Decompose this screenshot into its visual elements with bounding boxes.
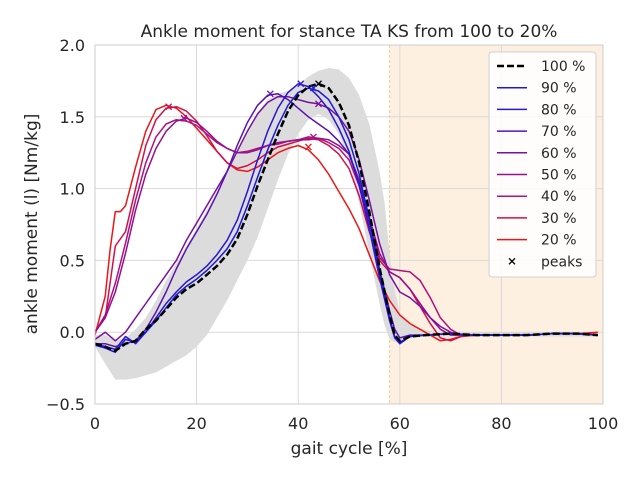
legend: 100 % 90 % 80 % 70 % 60 % 50 % 40 % 30 % 20 % pea… [488, 51, 597, 278]
legend-label: 30 % [541, 211, 577, 227]
legend-label: 90 % [541, 81, 577, 97]
series-line-60 [94, 95, 598, 342]
y-tick-label: 0.5 [60, 251, 85, 270]
plot-frame [94, 44, 604, 405]
legend-label: peaks [541, 254, 582, 270]
series-line-50 [94, 117, 598, 336]
y-tick-label: 0.0 [60, 323, 85, 342]
legend-label: 60 % [541, 146, 577, 162]
peak-marker-20 [304, 143, 312, 151]
legend-label: 50 % [541, 168, 577, 184]
series-line-40 [94, 118, 598, 336]
legend-label: 40 % [541, 189, 577, 205]
legend-label: 20 % [541, 233, 577, 249]
legend-item-40: 40 % [497, 189, 577, 205]
y-tick-label: −0.5 [46, 395, 85, 414]
y-tick-label: 2.0 [60, 36, 85, 55]
peak-marker-70 [266, 90, 274, 98]
peak-marker-90 [309, 84, 317, 92]
x-tick-label: 20 [186, 414, 206, 433]
legend-item-90: 90 % [497, 81, 577, 97]
x-tick-label: 40 [288, 414, 308, 433]
x-tick-label: 60 [390, 414, 410, 433]
peak-marker-60 [315, 100, 322, 108]
legend-label: 100 % [541, 59, 585, 75]
series-line-100 [94, 82, 598, 353]
peak-marker-50 [180, 114, 188, 122]
peak-markers-layer [165, 80, 322, 151]
legend-item-100: 100 % [497, 59, 585, 75]
variability-band [95, 68, 598, 380]
x-tick-label: 80 [491, 414, 511, 433]
y-tick-label: 1.5 [60, 108, 85, 127]
legend-item-70: 70 % [497, 124, 577, 140]
peak-marker-80 [297, 80, 305, 88]
legend-item-60: 60 % [497, 146, 577, 162]
series-layer [94, 82, 598, 354]
peak-marker-30 [165, 103, 173, 111]
chart-title: Ankle moment for stance TA KS from 100 t… [141, 22, 558, 42]
legend-item-30: 30 % [497, 211, 577, 227]
legend-item-20: 20 % [497, 233, 577, 249]
y-axis-label: ankle moment (l) [Nm/kg] [22, 114, 42, 335]
legend-item-80: 80 % [497, 102, 577, 118]
legend-item-50: 50 % [497, 168, 577, 184]
legend-peak-swatch [508, 257, 516, 265]
tick-labels-layer: 0 20 40 60 80 100 −0.5 0.0 0.5 1.0 1.5 2.0 [46, 36, 618, 433]
x-tick-label: 100 [588, 414, 619, 433]
series-line-30 [94, 105, 598, 342]
x-axis-label: gait cycle [%] [291, 439, 408, 459]
legend-label: 70 % [541, 124, 577, 140]
legend-item-peaks: peaks [508, 254, 582, 270]
variability-band-layer [95, 68, 598, 380]
legend-box [488, 51, 597, 278]
y-tick-label: 1.0 [60, 180, 85, 199]
x-tick-label: 0 [90, 414, 100, 433]
legend-label: 80 % [541, 102, 577, 118]
peak-marker-40 [309, 133, 317, 141]
